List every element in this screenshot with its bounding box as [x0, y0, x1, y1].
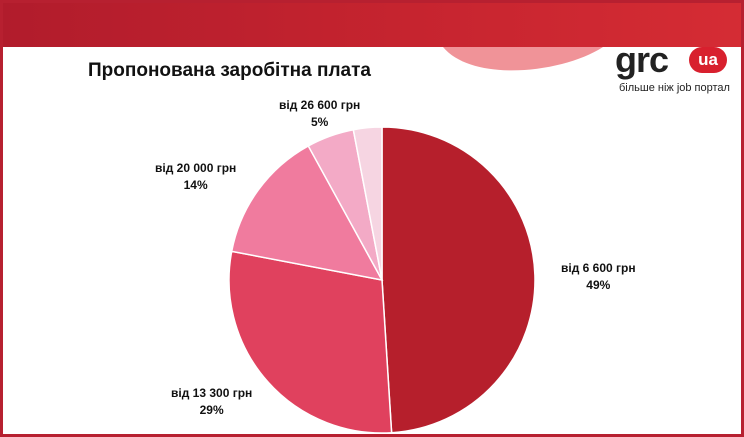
slice-label-1: від 6 600 грн 49%	[561, 260, 636, 294]
pie-slice-5	[352, 126, 383, 281]
logo-text: grc	[615, 39, 669, 80]
pie-chart	[228, 126, 536, 434]
logo-badge: ua	[689, 47, 727, 73]
slice-label-3: від 20 000 грн 14%	[155, 160, 236, 194]
grc-logo[interactable]: grc ua більше ніж job портал	[615, 39, 735, 99]
chart-title: Пропонована заробітна плата	[88, 60, 371, 81]
slice-category: від 6 600 грн	[561, 261, 636, 275]
header-band	[3, 3, 741, 47]
slice-percent: 14%	[183, 178, 208, 192]
slice-percent: 49%	[586, 278, 611, 292]
pie-slice-1	[381, 126, 536, 434]
pie-slice-3	[230, 144, 384, 282]
slice-label-4: від 26 600 грн 5%	[279, 97, 360, 131]
slice-percent: 29%	[199, 403, 224, 417]
slice-percent: 5%	[310, 115, 329, 129]
slice-category: від 20 000 грн	[155, 161, 237, 175]
slice-category: від 26 600 грн	[279, 98, 361, 112]
slice-category: від 13 300 грн	[171, 386, 253, 400]
header-swoosh	[443, 47, 603, 71]
logo-tagline: більше ніж job портал	[619, 82, 730, 94]
pie-slice-2	[228, 250, 393, 434]
slice-label-2: від 13 300 грн 29%	[171, 385, 252, 419]
